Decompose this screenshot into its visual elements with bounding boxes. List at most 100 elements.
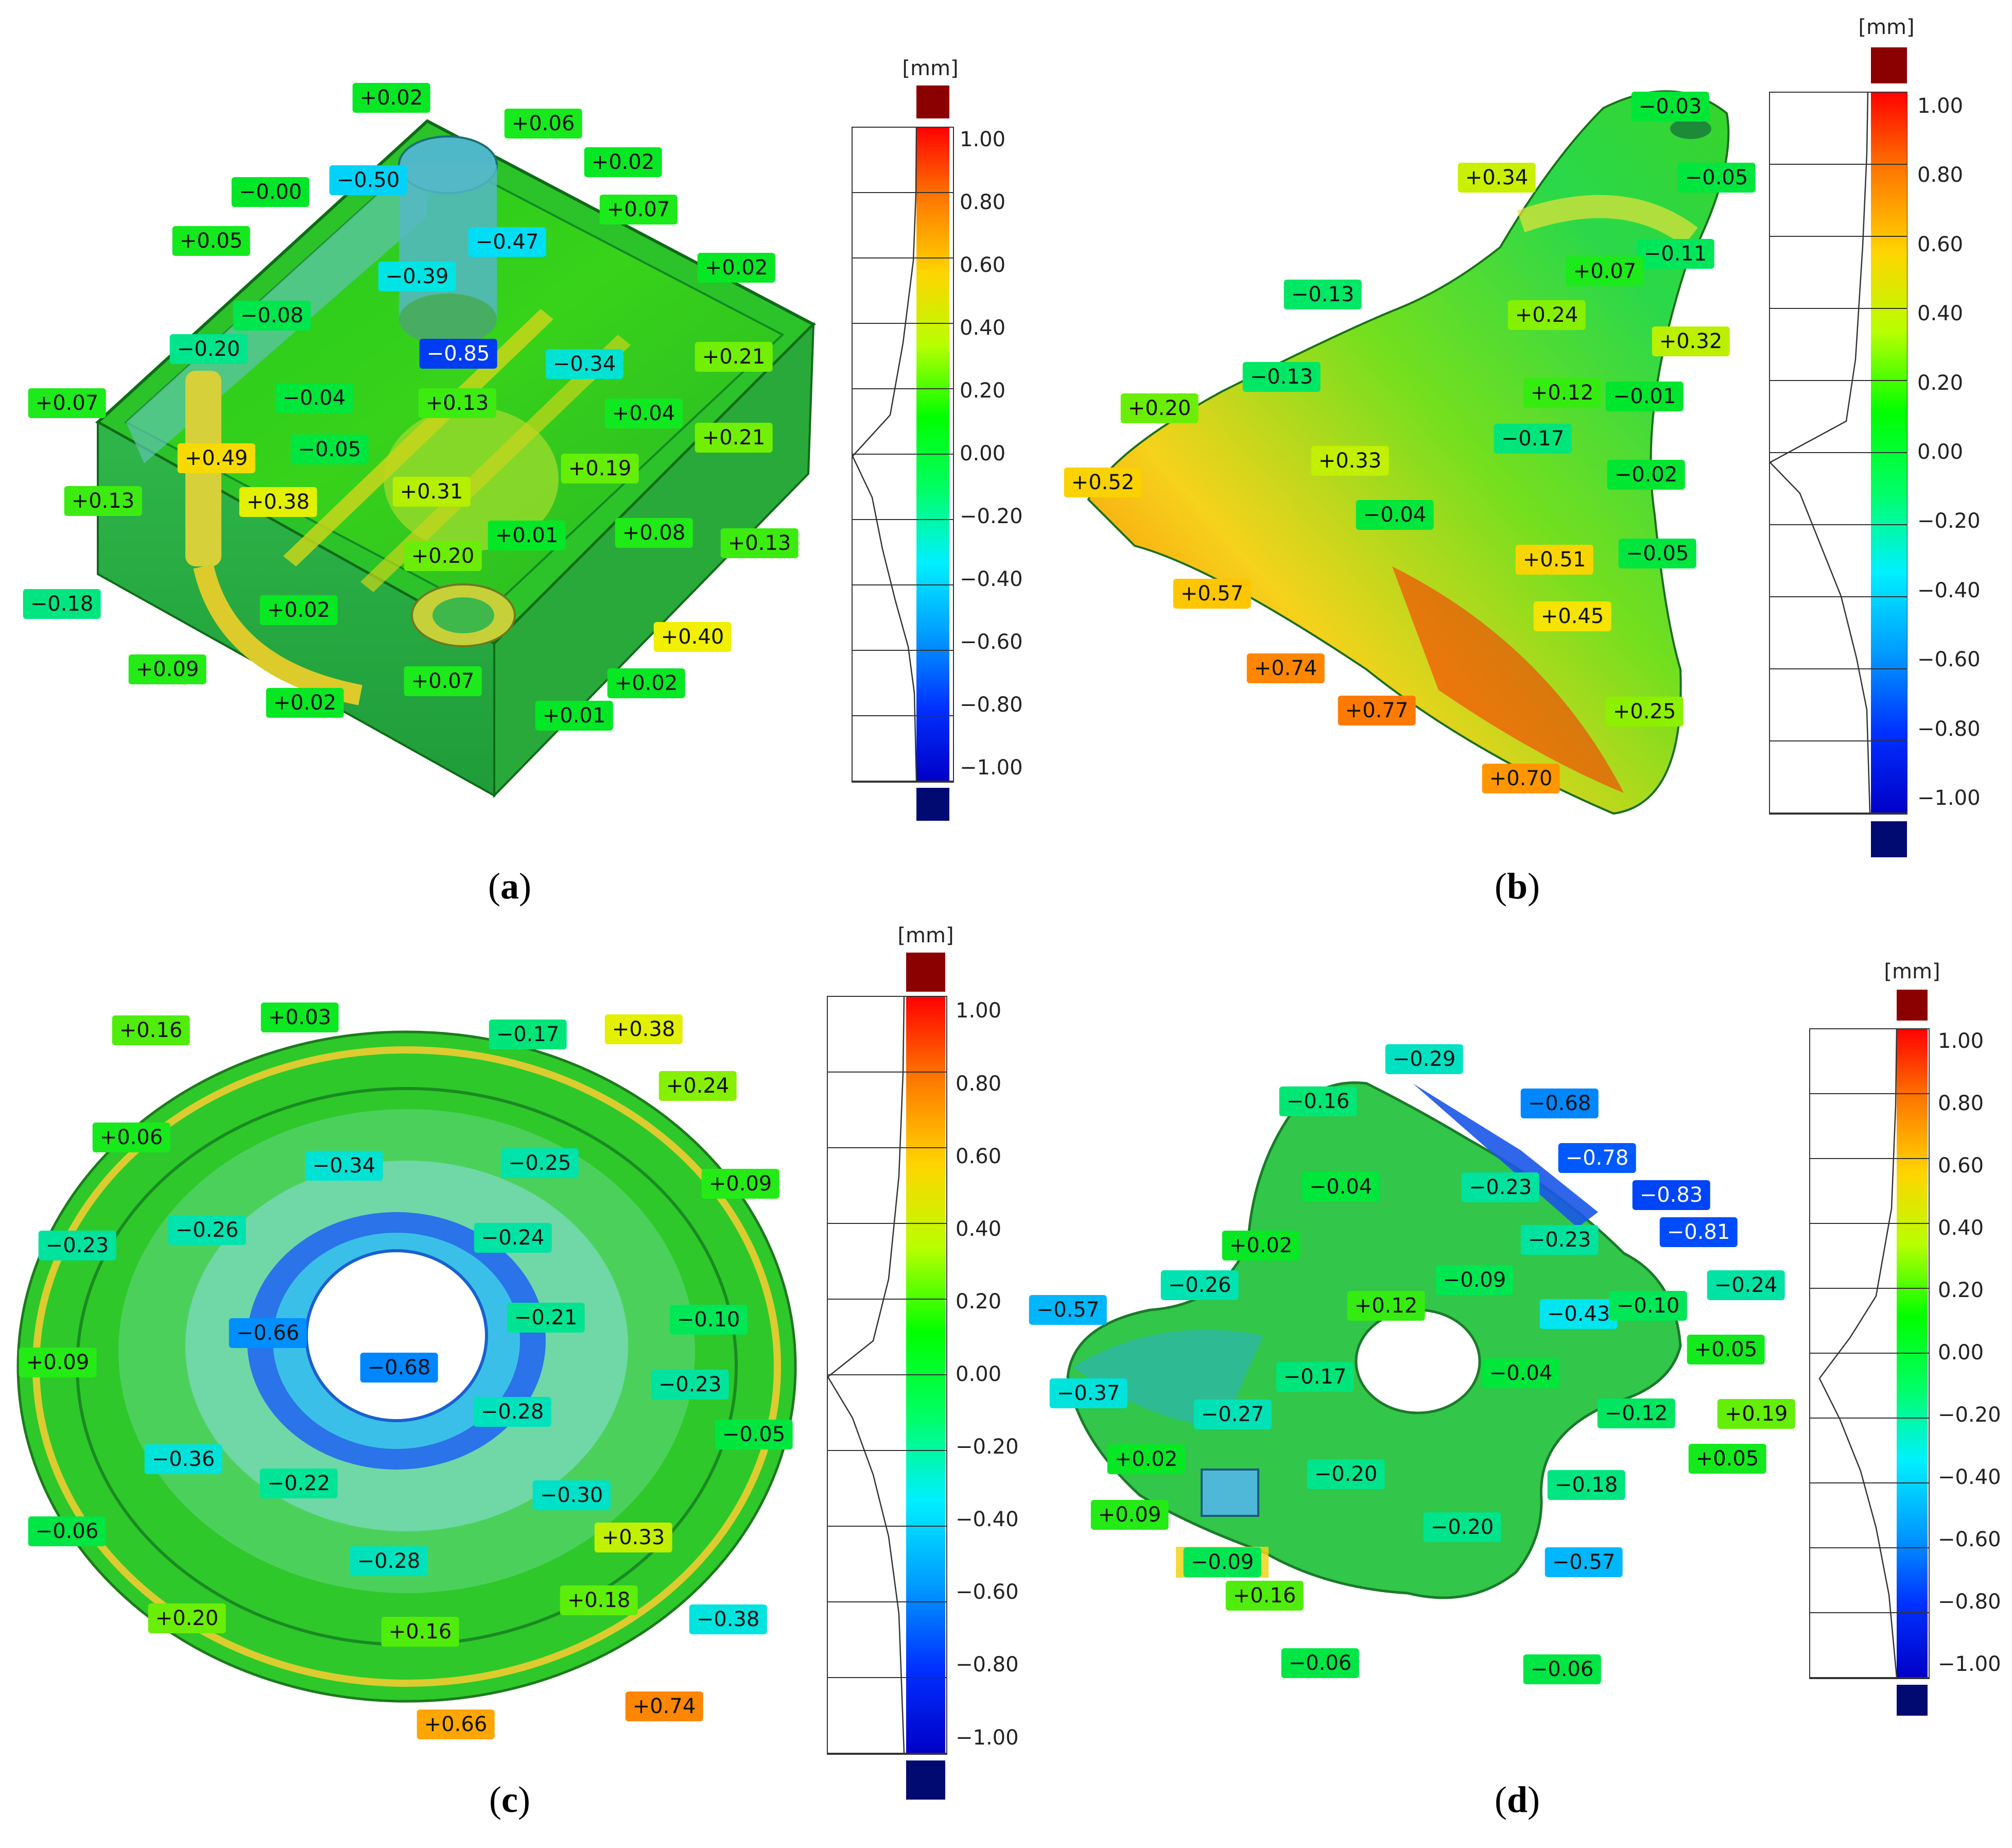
- histogram-grid-line: [827, 1601, 947, 1602]
- deviation-callout: −0.57: [1545, 1547, 1623, 1577]
- deviation-callout: −0.17: [1276, 1362, 1354, 1392]
- deviation-callout: −0.81: [1659, 1217, 1738, 1247]
- scale-tick-label: 0.80: [1938, 1092, 1984, 1116]
- scale-tick-label: 0.20: [1938, 1279, 1984, 1303]
- deviation-callout: −0.50: [329, 165, 407, 195]
- overflow-bottom-swatch: [916, 788, 949, 821]
- histogram-grid-line: [827, 1526, 947, 1527]
- scale-tick-label: 1.00: [956, 999, 1002, 1023]
- scale-tick-label: 0.40: [960, 316, 1006, 340]
- deviation-callout: +0.07: [599, 195, 678, 224]
- histogram-curve: [1769, 92, 1871, 813]
- deviation-callout: +0.08: [615, 518, 693, 548]
- deviation-callout: +0.57: [1173, 579, 1251, 609]
- deviation-callout: −0.24: [474, 1223, 552, 1253]
- deviation-callout: +0.16: [1225, 1581, 1304, 1611]
- histogram-grid-line: [852, 388, 954, 389]
- deviation-callout: +0.32: [1652, 326, 1730, 356]
- histogram-grid-line: [1769, 524, 1907, 525]
- panel-caption: (d): [1494, 1779, 1540, 1820]
- histogram-grid-line: [852, 454, 954, 455]
- overflow-top-swatch: [1871, 47, 1907, 83]
- scale-tick-label: −0.80: [960, 693, 1023, 717]
- overflow-top-swatch: [906, 953, 945, 992]
- scale-tick-label: 0.00: [1917, 440, 1964, 464]
- deviation-callout: +0.02: [1222, 1231, 1300, 1260]
- deviation-callout: +0.33: [594, 1523, 672, 1552]
- deviation-callout: −0.21: [507, 1303, 585, 1333]
- deviation-callout: −0.04: [1356, 500, 1434, 530]
- histogram-grid-line: [852, 650, 954, 651]
- histogram-grid-line: [1809, 1547, 1930, 1548]
- deviation-callout: +0.01: [488, 521, 566, 550]
- scale-tick-label: −0.40: [1938, 1465, 2001, 1489]
- histogram-grid-line: [1769, 740, 1907, 741]
- overflow-bottom-swatch: [1871, 821, 1907, 857]
- histogram-curve: [852, 127, 917, 781]
- histogram-curve: [827, 996, 905, 1753]
- histogram-grid-line: [852, 257, 954, 258]
- scale-tick-label: −0.60: [1938, 1527, 2001, 1551]
- deviation-callout: +0.52: [1064, 468, 1142, 497]
- panel-c: [mm] 1.00 0.80 0.60 0.40 0.20 0.00 −0.20 −0.40 −…: [0, 924, 1019, 1847]
- deviation-callout: −0.01: [1605, 382, 1684, 411]
- deviation-callout: −0.08: [233, 301, 311, 331]
- deviation-callout: −0.13: [1242, 362, 1321, 392]
- deviation-callout: −0.85: [419, 339, 497, 369]
- deviation-callout: +0.16: [381, 1617, 459, 1647]
- deviation-callout: −0.23: [651, 1370, 729, 1400]
- deviation-callout: +0.13: [418, 388, 496, 418]
- color-scale-legend: [mm] 1.00 0.80 0.60 0.40 0.20 0.00 −0.20 −0.40 −…: [1809, 960, 2005, 1809]
- histogram-grid-line: [827, 1677, 947, 1678]
- deviation-callout: −0.23: [38, 1231, 116, 1260]
- scale-tick-label: −0.80: [1917, 717, 1981, 741]
- overflow-top-swatch: [1897, 990, 1928, 1021]
- deviation-callout: −0.06: [1281, 1648, 1359, 1678]
- deviation-callout: +0.03: [261, 1003, 339, 1032]
- scale-tick-label: 0.60: [956, 1144, 1002, 1168]
- deviation-callout: −0.43: [1539, 1299, 1618, 1329]
- deviation-callout: +0.40: [653, 622, 732, 652]
- deviation-callout: +0.49: [177, 443, 255, 473]
- deviation-callout: +0.09: [1090, 1500, 1169, 1530]
- deviation-callout: −0.20: [1423, 1512, 1501, 1542]
- deviation-callout: −0.00: [231, 177, 309, 207]
- deviation-callout: −0.30: [532, 1480, 611, 1510]
- deviation-callout: −0.09: [1435, 1265, 1514, 1295]
- scale-tick-label: −1.00: [960, 755, 1023, 780]
- deviation-callout: +0.12: [1347, 1291, 1425, 1321]
- histogram-grid-line: [1809, 1158, 1930, 1159]
- deviation-callout: −0.23: [1520, 1225, 1599, 1255]
- histogram-grid-line: [1809, 1612, 1930, 1613]
- deviation-callout: −0.04: [1302, 1172, 1380, 1202]
- scale-tick-label: −0.80: [956, 1653, 1019, 1677]
- panel-d: [mm] 1.00 0.80 0.60 0.40 0.20 0.00 −0.20 −0.40 −…: [1006, 924, 2012, 1847]
- scale-tick-label: −0.20: [956, 1435, 1019, 1459]
- scale-tick-label: −0.20: [1917, 509, 1981, 533]
- histogram-grid-line: [827, 1753, 947, 1754]
- panel-a: [mm] 1.00 0.80 0.60 0.40 0.20 0.00 −0.20 −0.40 −…: [0, 0, 1023, 924]
- color-scale-legend: [mm] 1.00 0.80 0.60 0.40 0.20 0.00 −0.20 −0.40 −…: [803, 57, 1023, 829]
- histogram-grid-line: [1769, 813, 1907, 814]
- deviation-callout: −0.27: [1193, 1400, 1272, 1429]
- deviation-callout: +0.02: [584, 147, 662, 177]
- histogram-grid-line: [1809, 1223, 1930, 1224]
- deviation-callout: −0.29: [1385, 1044, 1463, 1074]
- deviation-callout: +0.02: [607, 668, 685, 698]
- deviation-callout: −0.06: [28, 1516, 106, 1546]
- deviation-callout: −0.36: [144, 1444, 222, 1474]
- deviation-callout: −0.28: [473, 1397, 551, 1427]
- histogram-grid-line: [1809, 1482, 1930, 1483]
- scale-tick-label: 0.20: [956, 1289, 1002, 1314]
- deviation-callout: +0.02: [266, 688, 344, 718]
- histogram-curve: [1818, 1028, 1898, 1677]
- deviation-callout: +0.45: [1533, 601, 1611, 631]
- deviation-callout: +0.66: [417, 1709, 495, 1739]
- scale-tick-label: 0.20: [960, 379, 1006, 403]
- scale-tick-label: 1.00: [1917, 94, 1964, 118]
- scale-tick-label: −1.00: [956, 1725, 1019, 1750]
- deviation-callout: +0.01: [535, 701, 613, 731]
- histogram-grid-line: [827, 996, 947, 997]
- deviation-callout: −0.22: [259, 1469, 338, 1498]
- scale-tick-label: 1.00: [1938, 1029, 1984, 1053]
